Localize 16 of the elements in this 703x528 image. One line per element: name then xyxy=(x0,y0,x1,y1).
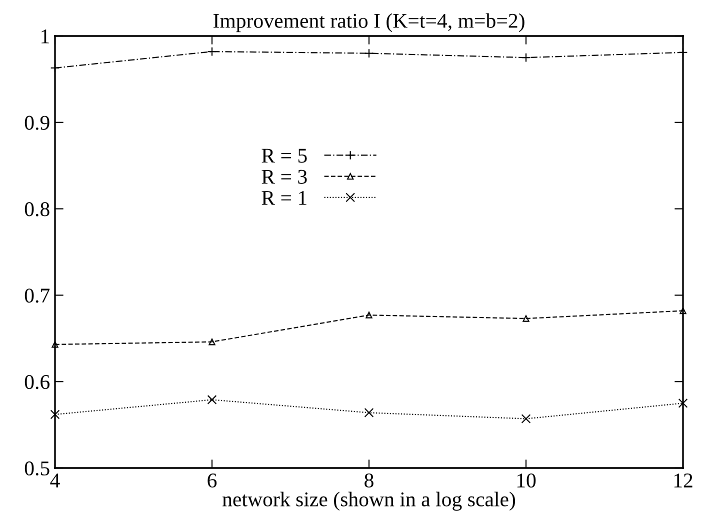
x-axis-title: network size (shown in a log scale) xyxy=(222,492,516,511)
legend-label: R = 1 xyxy=(262,190,306,205)
y-tick-label: 0.7 xyxy=(24,288,50,303)
x-tick-label: 6 xyxy=(208,474,217,488)
x-tick-label: 8 xyxy=(364,473,374,488)
y-tick-label: 0.8 xyxy=(24,202,50,216)
legend-label: R = 3 xyxy=(262,170,307,184)
chart-title: Improvement ratio I (K=t=4, m=b=2) xyxy=(213,13,524,32)
y-tick-label: 1 xyxy=(42,29,49,44)
x-tick-label: 4 xyxy=(50,474,60,488)
x-tick-label: 10 xyxy=(517,473,536,488)
y-tick-label: 0.5 xyxy=(24,461,50,476)
legend-label: R = 5 xyxy=(262,148,307,163)
x-tick-label: 12 xyxy=(674,474,692,488)
y-tick-label: 0.6 xyxy=(24,374,50,390)
y-tick-label: 0.9 xyxy=(24,116,50,130)
